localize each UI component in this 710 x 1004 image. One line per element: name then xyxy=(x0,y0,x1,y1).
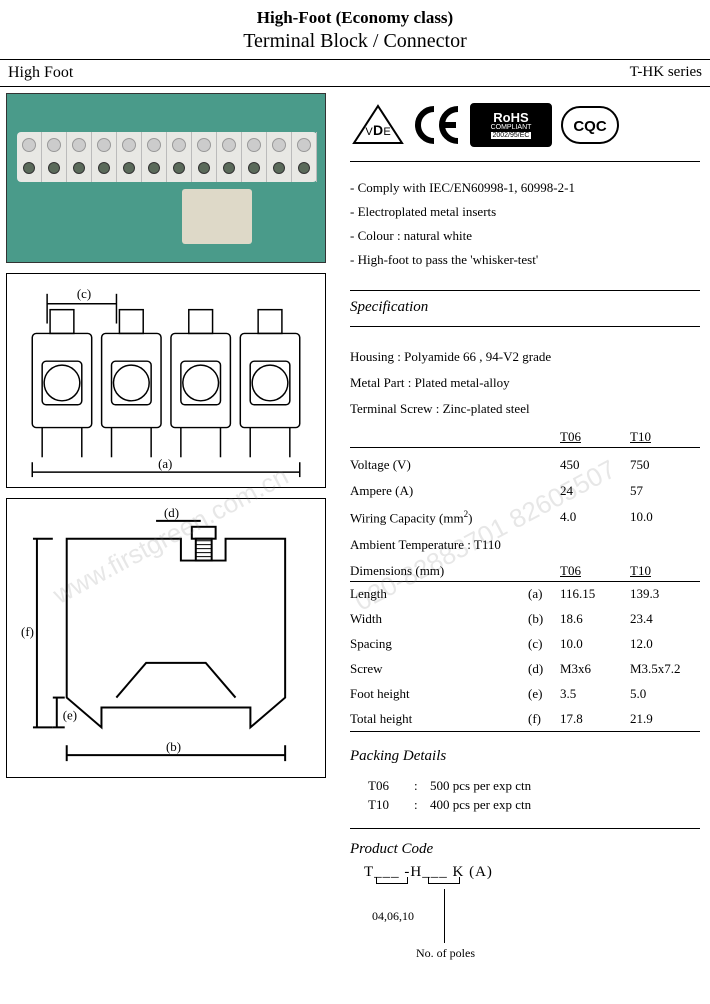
dim-ref: (c) xyxy=(528,636,560,652)
row-val: 57 xyxy=(630,483,700,499)
packing-details: T06:500 pcs per exp ctn T10:400 pcs per … xyxy=(350,767,700,829)
vde-cert-icon: DVE xyxy=(350,103,406,147)
dims-heading: Dimensions (mm) xyxy=(350,563,528,579)
ce-cert-icon xyxy=(414,103,462,147)
dim-label: Width xyxy=(350,611,528,627)
pack-sep: : xyxy=(414,778,430,794)
header-right: T-HK series xyxy=(630,64,702,82)
product-code-heading: Product Code xyxy=(350,837,700,858)
dim-label: Length xyxy=(350,586,528,602)
dim-val: 3.5 xyxy=(560,686,630,702)
col-t10: T10 xyxy=(630,429,700,445)
dim-ref: (a) xyxy=(528,586,560,602)
product-photo xyxy=(6,93,326,263)
row-label: Voltage (V) xyxy=(350,457,528,473)
dim-val: 116.15 xyxy=(560,586,630,602)
dim-val: 18.6 xyxy=(560,611,630,627)
code-poles-label: No. of poles xyxy=(416,946,700,961)
dim-label: Foot height xyxy=(350,686,528,702)
dim-ref: (d) xyxy=(528,661,560,677)
col-t06: T06 xyxy=(560,429,630,445)
rohs-cert-icon: RoHSCOMPLIANT2002/95/EC xyxy=(470,103,552,147)
spec-housing: Housing : Polyamide 66 , 94-V2 grade xyxy=(350,349,700,365)
dim-val: 10.0 xyxy=(560,636,630,652)
dim-val: 139.3 xyxy=(630,586,700,602)
packing-heading: Packing Details xyxy=(350,740,700,767)
svg-text:(a): (a) xyxy=(158,457,172,471)
svg-text:CQC: CQC xyxy=(573,118,607,135)
dim-val: 17.8 xyxy=(560,711,630,727)
col-t06: T06 xyxy=(560,563,630,579)
row-val: 24 xyxy=(560,483,630,499)
dim-ref: (b) xyxy=(528,611,560,627)
certifications-row: DVE RoHSCOMPLIANT2002/95/EC CQC xyxy=(350,93,700,162)
dim-ref: (e) xyxy=(528,686,560,702)
ambient-temp: Ambient Temperature : T110 xyxy=(350,537,700,553)
cqc-cert-icon: CQC xyxy=(560,103,620,147)
spec-metal: Metal Part : Plated metal-alloy xyxy=(350,375,700,391)
code-values-label: 04,06,10 xyxy=(372,909,700,924)
feature-item: - High-foot to pass the 'whisker-test' xyxy=(350,252,700,268)
feature-item: - Colour : natural white xyxy=(350,228,700,244)
dim-val: 23.4 xyxy=(630,611,700,627)
pack-code: T06 xyxy=(368,778,414,794)
specification-heading: Specification xyxy=(350,291,700,327)
col-t10: T10 xyxy=(630,563,700,579)
dim-val: 5.0 xyxy=(630,686,700,702)
dim-val: M3.5x7.2 xyxy=(630,661,700,677)
row-label: Ampere (A) xyxy=(350,483,528,499)
feature-item: - Comply with IEC/EN60998-1, 60998-2-1 xyxy=(350,180,700,196)
row-val: 450 xyxy=(560,457,630,473)
diagram-side-view: (d) (f) (e) xyxy=(6,498,326,778)
dim-val: M3x6 xyxy=(560,661,630,677)
features-list: - Comply with IEC/EN60998-1, 60998-2-1 -… xyxy=(350,162,700,291)
svg-text:(f): (f) xyxy=(21,625,34,639)
left-column: (c) (a) (d) xyxy=(0,87,340,967)
feature-item: - Electroplated metal inserts xyxy=(350,204,700,220)
product-code-template: T___ -H___ K (A) xyxy=(364,864,700,881)
row-val: 10.0 xyxy=(630,509,700,526)
svg-text:D: D xyxy=(373,122,383,138)
pack-code: T10 xyxy=(368,797,414,813)
right-column: DVE RoHSCOMPLIANT2002/95/EC CQC - Comply… xyxy=(340,87,710,967)
spec-screw: Terminal Screw : Zinc-plated steel xyxy=(350,401,700,417)
title-line2: Terminal Block / Connector xyxy=(0,30,710,53)
svg-text:(e): (e) xyxy=(63,708,77,722)
diagram-front-view: (c) (a) xyxy=(6,273,326,488)
header-left: High Foot xyxy=(8,64,73,82)
pack-text: 500 pcs per exp ctn xyxy=(430,778,531,794)
title-line1: High-Foot (Economy class) xyxy=(0,8,710,28)
svg-text:(d): (d) xyxy=(164,506,179,520)
pack-text: 400 pcs per exp ctn xyxy=(430,797,531,813)
svg-text:(b): (b) xyxy=(166,740,181,754)
pack-sep: : xyxy=(414,797,430,813)
code-braces xyxy=(364,883,700,903)
row-label: Wiring Capacity (mm2) xyxy=(350,509,528,526)
dim-label: Spacing xyxy=(350,636,528,652)
header-row: High Foot T-HK series xyxy=(0,59,710,87)
dim-ref: (f) xyxy=(528,711,560,727)
dim-val: 21.9 xyxy=(630,711,700,727)
svg-text:E: E xyxy=(383,126,390,138)
dim-label: Screw xyxy=(350,661,528,677)
svg-text:V: V xyxy=(365,126,373,138)
dim-val: 12.0 xyxy=(630,636,700,652)
product-code-section: Product Code T___ -H___ K (A) 04,06,10 N… xyxy=(350,829,700,961)
dim-label: Total height xyxy=(350,711,528,727)
electrical-table: T06 T10 Voltage (V) 450750 Ampere (A) 2457… xyxy=(350,429,700,732)
row-val: 4.0 xyxy=(560,509,630,526)
specification-body: Housing : Polyamide 66 , 94-V2 grade Met… xyxy=(350,327,700,740)
page-title: High-Foot (Economy class) Terminal Block… xyxy=(0,0,710,53)
row-val: 750 xyxy=(630,457,700,473)
svg-text:(c): (c) xyxy=(77,287,91,301)
